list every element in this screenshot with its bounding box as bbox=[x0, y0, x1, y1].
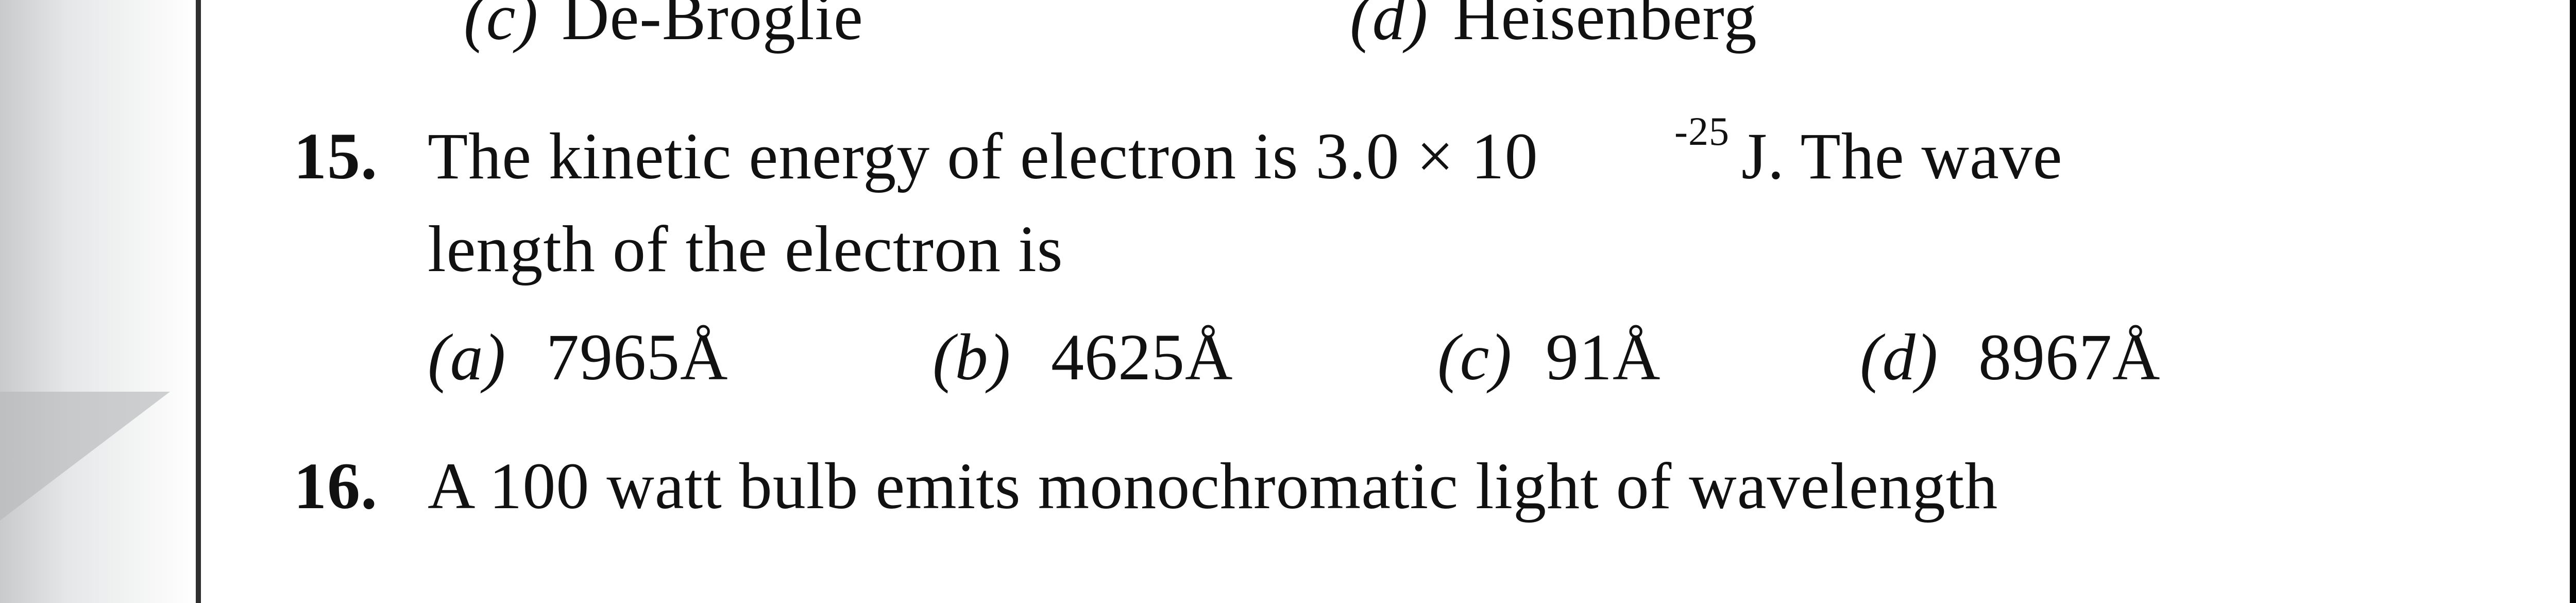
page-border-line bbox=[196, 0, 201, 603]
q16-line1: A 100 watt bulb emits monochromatic ligh… bbox=[428, 448, 1998, 524]
q15-option-a-label: (a) bbox=[428, 320, 506, 395]
q15-number: 15. bbox=[294, 119, 378, 194]
page-root: (c) De-Broglie (d) Heisenberg 15. The ki… bbox=[0, 0, 2576, 603]
q15-line1-part-b: J. The wave bbox=[1741, 119, 2063, 194]
prev-option-c-text: De-Broglie bbox=[562, 0, 863, 55]
q15-option-d-value: 8967Å bbox=[1978, 320, 2160, 395]
q15-option-a-value: 7965Å bbox=[546, 320, 728, 395]
prev-option-d-label: (d) bbox=[1350, 0, 1428, 55]
left-shade bbox=[0, 0, 196, 603]
triangle-shade bbox=[0, 392, 170, 521]
q15-option-b-label: (b) bbox=[933, 320, 1011, 395]
q15-line1-part-a: The kinetic energy of electron is 3.0 × … bbox=[428, 119, 1538, 194]
q15-line1-exponent: -25 bbox=[1674, 108, 1730, 155]
right-black-strip bbox=[2570, 0, 2576, 603]
q15-option-c-value: 91Å bbox=[1546, 320, 1660, 395]
q15-line2: length of the electron is bbox=[428, 211, 1063, 287]
q15-option-b-value: 4625Å bbox=[1051, 320, 1233, 395]
prev-option-d-text: Heisenberg bbox=[1453, 0, 1757, 55]
q15-option-d-label: (d) bbox=[1860, 320, 1938, 395]
prev-option-c-label: (c) bbox=[464, 0, 538, 55]
q16-number: 16. bbox=[294, 448, 378, 524]
q15-option-c-label: (c) bbox=[1437, 320, 1512, 395]
